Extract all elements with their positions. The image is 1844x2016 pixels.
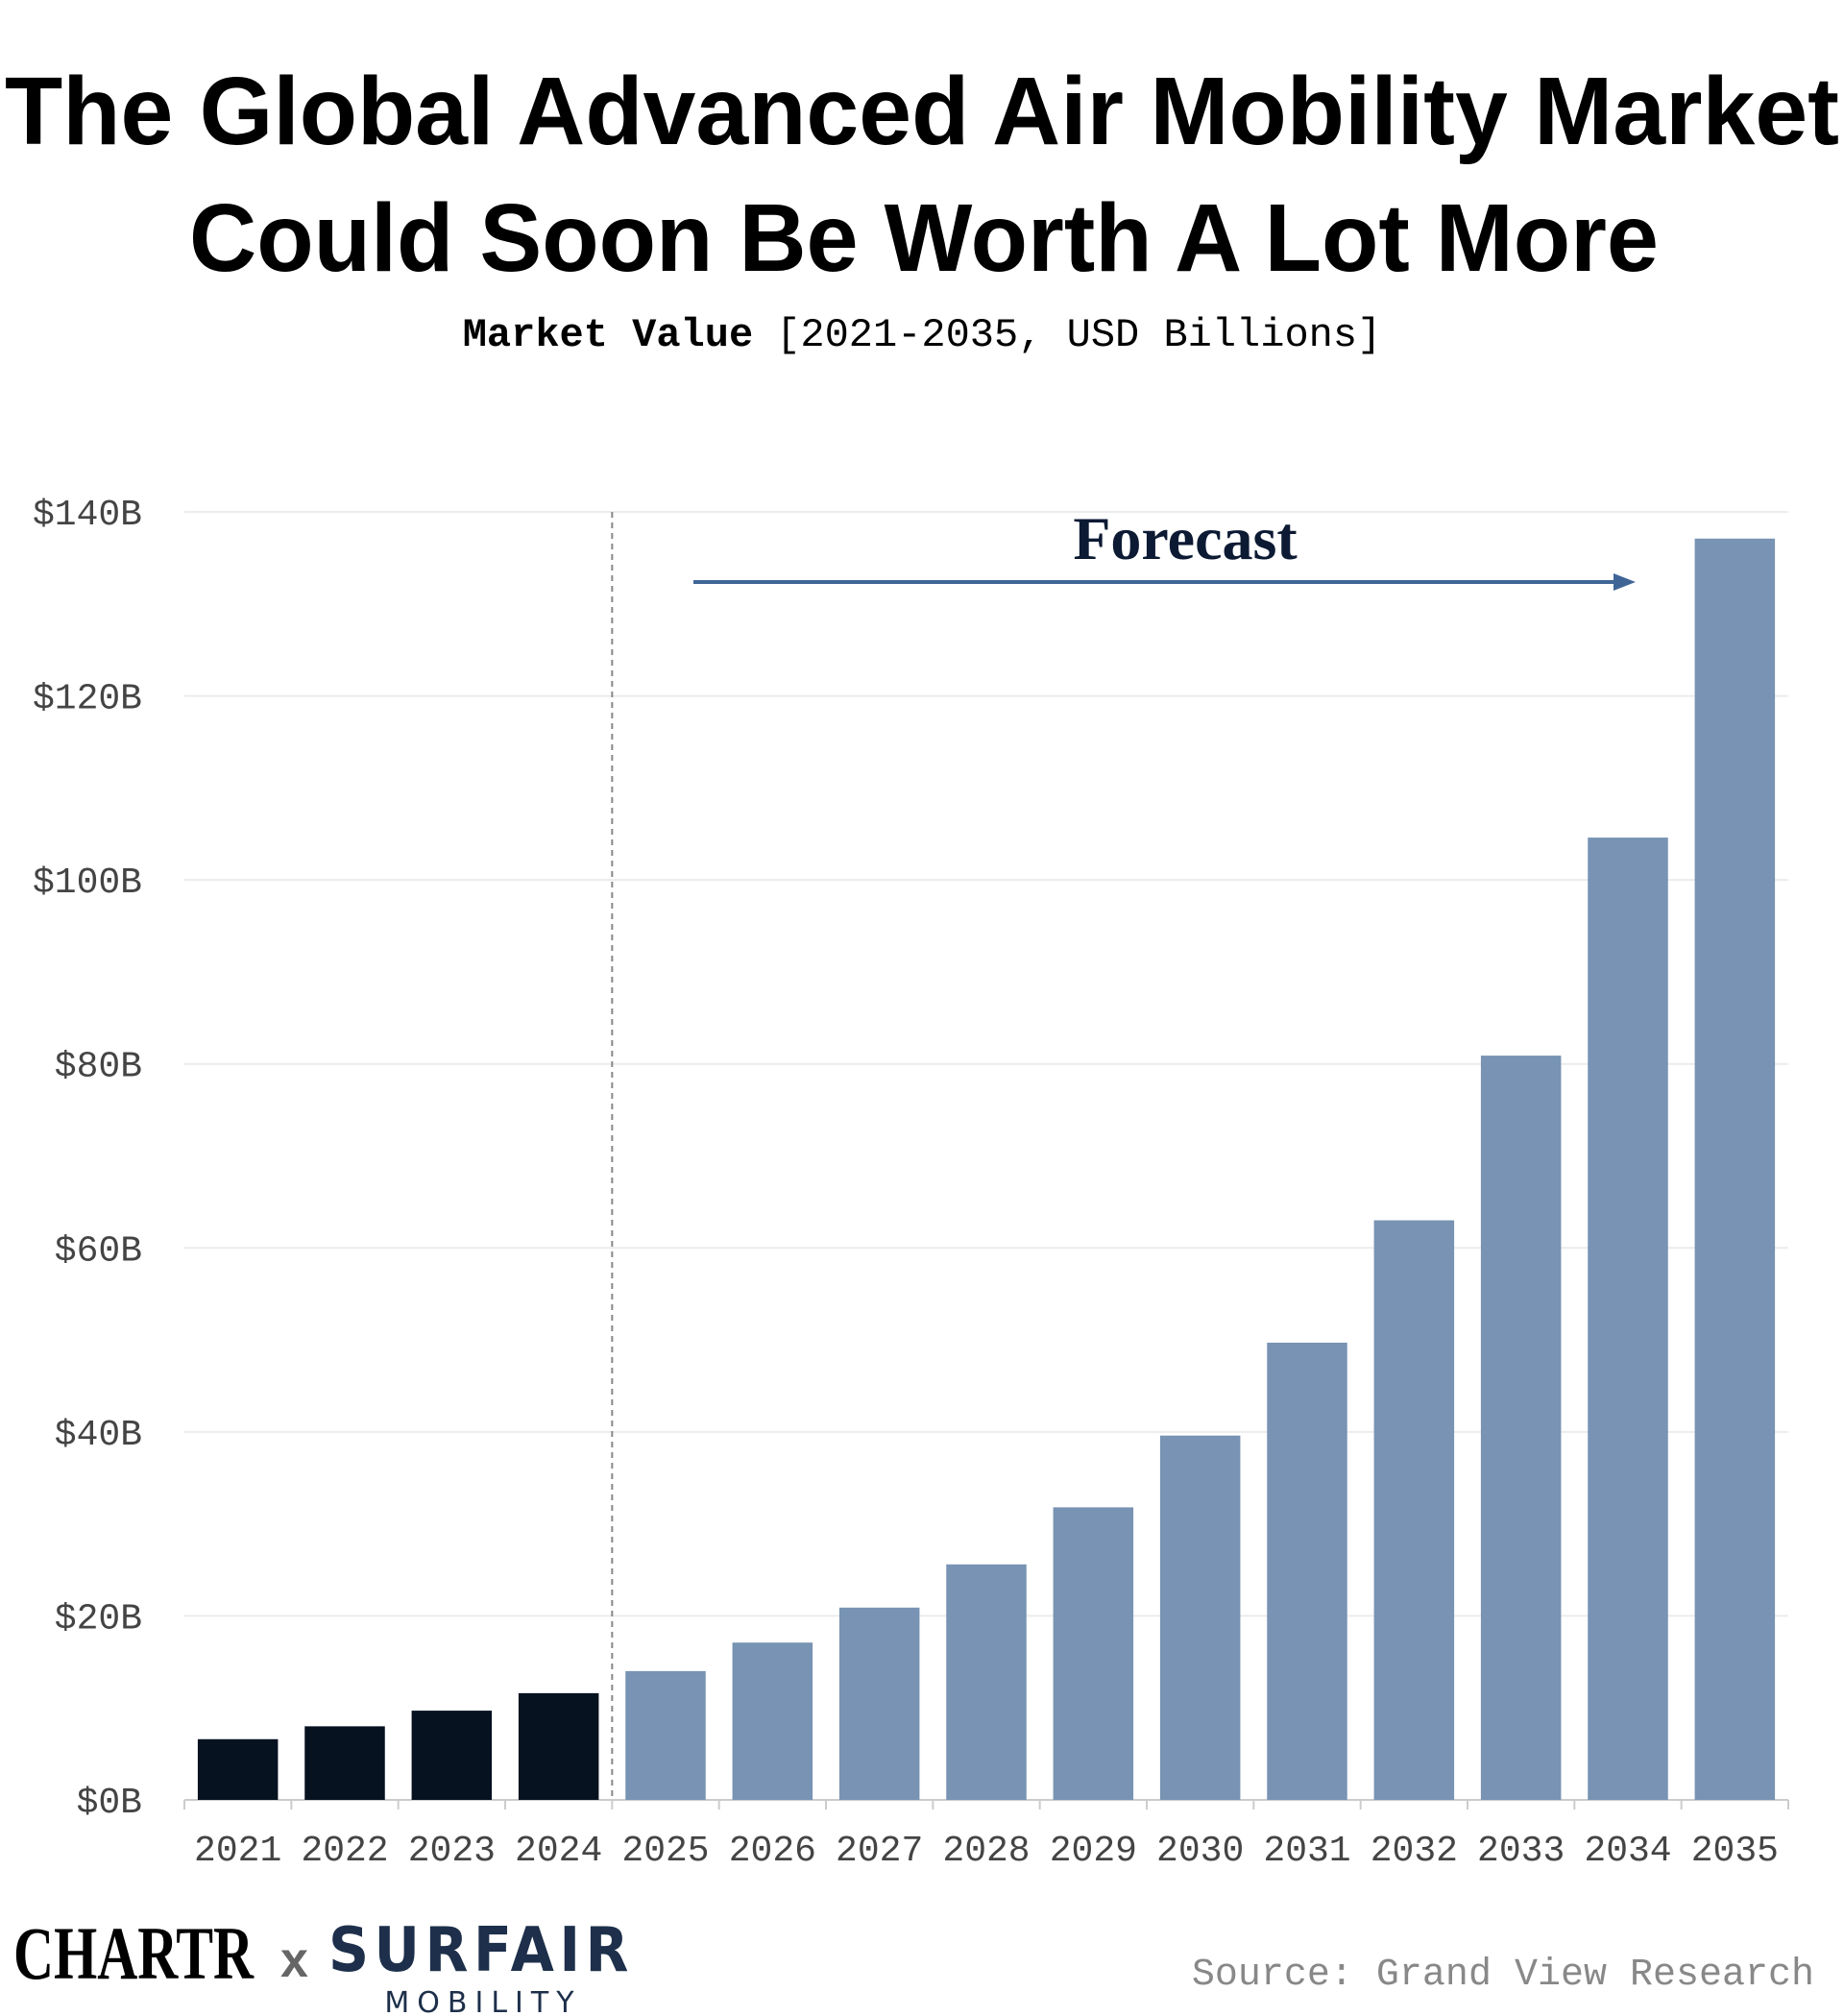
x-tick-label: 2033 <box>1477 1831 1565 1872</box>
x-tick-label: 2034 <box>1584 1831 1671 1872</box>
bar <box>1373 1220 1455 1800</box>
brand-x: x <box>280 1932 308 1988</box>
x-tick-label: 2023 <box>408 1831 496 1872</box>
bar <box>304 1726 385 1800</box>
x-tick-label: 2035 <box>1691 1831 1779 1872</box>
y-tick-label: $80B <box>55 1047 142 1088</box>
brand-chartr: CHARTR <box>13 1911 255 1995</box>
brand-surfair: SURFAIR <box>328 1915 634 1986</box>
bar <box>1053 1507 1134 1800</box>
subtitle-bold: Market Value <box>463 312 753 358</box>
subtitle-rest: [2021-2035, USD Billions] <box>776 312 1381 358</box>
brand-mobility: MOBILITY <box>384 1986 581 2016</box>
bar <box>1267 1342 1347 1800</box>
bar <box>625 1670 706 1800</box>
chart-title: The Global Advanced Air Mobility Market <box>5 58 1839 165</box>
bar <box>411 1711 493 1800</box>
bar <box>518 1692 599 1800</box>
y-tick-label: $20B <box>55 1598 142 1640</box>
x-tick-label: 2030 <box>1156 1831 1244 1872</box>
forecast-arrowhead <box>1614 573 1636 591</box>
x-tick-label: 2027 <box>836 1831 923 1872</box>
y-tick-label: $40B <box>55 1415 142 1456</box>
bar <box>1588 838 1668 1800</box>
source: Source: Grand View Research <box>1192 1954 1814 1997</box>
bar <box>732 1642 813 1800</box>
y-tick-label: $60B <box>55 1230 142 1272</box>
chart-subtitle: Market Value [2021-2035, USD Billions] <box>463 312 1382 358</box>
x-tick-label: 2031 <box>1263 1831 1350 1872</box>
chart-title: Could Soon Be Worth A Lot More <box>189 184 1659 292</box>
x-tick-label: 2021 <box>194 1831 281 1872</box>
x-tick-label: 2029 <box>1050 1831 1137 1872</box>
bar <box>838 1607 920 1800</box>
bar <box>197 1738 279 1800</box>
x-tick-label: 2028 <box>942 1831 1030 1872</box>
bar <box>1694 538 1776 1800</box>
forecast-label: Forecast <box>1073 504 1298 572</box>
x-tick-label: 2025 <box>621 1831 709 1872</box>
x-tick-label: 2024 <box>515 1831 602 1872</box>
y-tick-label: $100B <box>33 862 142 904</box>
x-tick-label: 2022 <box>301 1831 388 1872</box>
bar <box>1159 1435 1241 1800</box>
y-tick-label: $120B <box>33 679 142 720</box>
bar <box>1480 1056 1562 1800</box>
x-tick-label: 2026 <box>729 1831 816 1872</box>
x-tick-label: 2032 <box>1371 1831 1458 1872</box>
y-tick-label: $0B <box>77 1783 142 1824</box>
bar <box>946 1564 1027 1800</box>
y-tick-label: $140B <box>33 495 142 536</box>
